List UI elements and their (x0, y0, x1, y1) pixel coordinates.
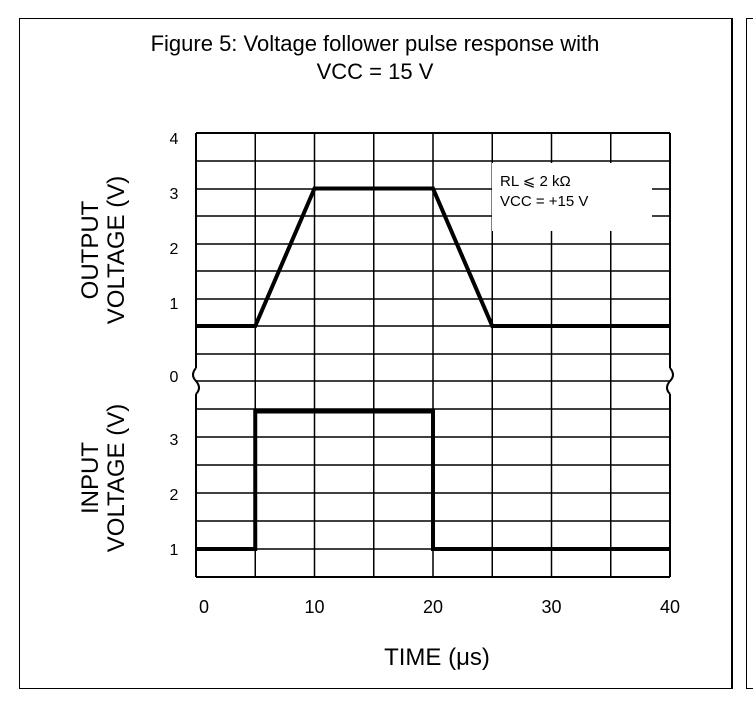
annotation-box (492, 163, 652, 231)
annotation-load: RL ⩽ 2 kΩ (500, 173, 571, 190)
output-y-axis-label: VOLTAGE (V) (103, 176, 130, 324)
x-tick-label: 30 (541, 597, 561, 617)
x-axis-label: TIME (μs) (384, 644, 490, 671)
input-y-tick-label: 1 (170, 542, 179, 559)
figure-frame (19, 18, 732, 689)
input-y-tick-label: 2 (170, 487, 179, 504)
frame-divider (732, 18, 733, 689)
output-y-tick-label: 2 (170, 241, 179, 258)
input-waveform (196, 409, 670, 551)
figure-title: Figure 5: Voltage follower pulse respons… (150, 31, 600, 84)
input-y-tick-label: 3 (170, 432, 179, 449)
x-tick-label: 40 (660, 597, 680, 617)
x-tick-label: 10 (304, 597, 324, 617)
input-y-axis-label: VOLTAGE (V) (103, 404, 130, 552)
input-y-axis-label: INPUT (77, 442, 104, 514)
output-y-tick-label: 1 (170, 296, 179, 313)
annotation-vcc: VCC = +15 V (500, 193, 588, 210)
output-y-tick-label: 3 (170, 186, 179, 203)
x-tick-label: 20 (423, 597, 443, 617)
adjacent-frame-edge (746, 18, 753, 689)
x-tick-label: 0 (199, 597, 209, 617)
output-y-tick-label: 4 (170, 131, 179, 148)
output-y-axis-label: OUTPUT (77, 200, 104, 299)
output-y-tick-label: 0 (170, 369, 179, 386)
output-waveform (196, 186, 670, 328)
